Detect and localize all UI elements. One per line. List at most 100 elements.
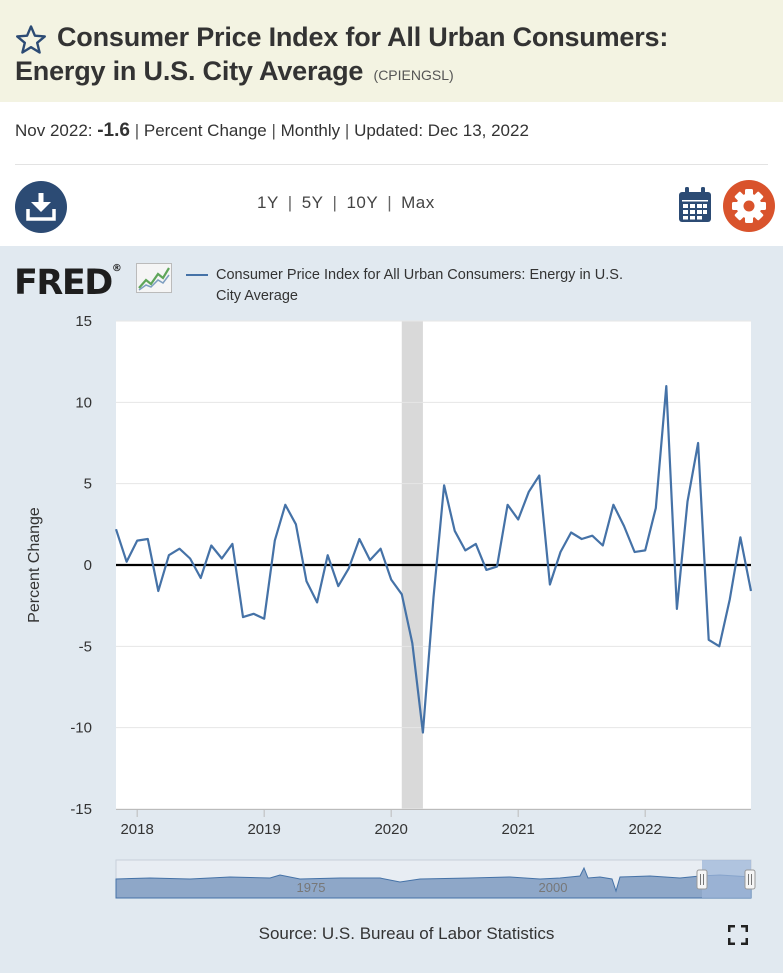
data-point[interactable] <box>220 557 224 561</box>
range-max-button[interactable]: Max <box>401 193 435 212</box>
x-tick-label: 2020 <box>374 821 407 838</box>
data-point[interactable] <box>643 548 647 552</box>
navigator-handle-right[interactable] <box>744 869 756 890</box>
data-point[interactable] <box>717 644 721 648</box>
range-10y-button[interactable]: 10Y <box>346 193 379 212</box>
data-point[interactable] <box>156 589 160 593</box>
data-point[interactable] <box>453 529 457 533</box>
range-separator: | <box>387 193 393 212</box>
range-separator: | <box>287 193 293 212</box>
data-point[interactable] <box>315 600 319 604</box>
data-point[interactable] <box>474 542 478 546</box>
data-point[interactable] <box>262 617 266 621</box>
download-button[interactable] <box>15 181 67 233</box>
title-bar <box>0 0 783 102</box>
data-point[interactable] <box>686 500 690 504</box>
range-1y-button[interactable]: 1Y <box>257 193 279 212</box>
data-point[interactable] <box>611 503 615 507</box>
data-point[interactable] <box>241 615 245 619</box>
data-point[interactable] <box>696 441 700 445</box>
data-point[interactable] <box>209 544 213 548</box>
y-tick-label: 15 <box>75 313 92 330</box>
data-point[interactable] <box>590 534 594 538</box>
fred-logo-mark: ® <box>111 263 122 274</box>
data-point[interactable] <box>273 539 277 543</box>
data-point[interactable] <box>463 548 467 552</box>
observation-date: Nov 2022: <box>15 121 93 140</box>
data-point[interactable] <box>484 568 488 572</box>
data-point[interactable] <box>442 483 446 487</box>
data-point[interactable] <box>326 553 330 557</box>
data-point[interactable] <box>633 550 637 554</box>
data-point[interactable] <box>252 612 256 616</box>
download-icon <box>26 193 56 221</box>
x-tick-label: 2021 <box>501 821 534 838</box>
data-point[interactable] <box>336 584 340 588</box>
data-point[interactable] <box>654 506 658 510</box>
data-point[interactable] <box>622 524 626 528</box>
data-point[interactable] <box>357 537 361 541</box>
updated-label: Updated: <box>354 121 424 140</box>
page-title-line-1: Consumer Price Index for All Urban Consu… <box>57 22 669 52</box>
data-point[interactable] <box>664 384 668 388</box>
data-point[interactable] <box>114 527 118 531</box>
range-separator: | <box>332 193 338 212</box>
gear-icon <box>732 189 766 223</box>
data-point[interactable] <box>675 607 679 611</box>
data-point[interactable] <box>738 535 742 539</box>
x-tick-label: 2019 <box>247 821 280 838</box>
data-point[interactable] <box>379 547 383 551</box>
range-5y-button[interactable]: 5Y <box>301 193 324 212</box>
y-tick-label: -5 <box>79 638 92 655</box>
data-point[interactable] <box>495 565 499 569</box>
data-point[interactable] <box>537 474 541 478</box>
data-point[interactable] <box>135 539 139 543</box>
data-point[interactable] <box>749 589 753 593</box>
data-point[interactable] <box>294 522 298 526</box>
data-point[interactable] <box>580 537 584 541</box>
data-point[interactable] <box>707 638 711 642</box>
data-point[interactable] <box>601 544 605 548</box>
navigator-handle-left[interactable] <box>696 869 708 890</box>
data-point[interactable] <box>421 731 425 735</box>
data-point[interactable] <box>559 550 563 554</box>
settings-button[interactable] <box>723 180 775 232</box>
star-icon[interactable] <box>15 24 47 56</box>
calendar-icon <box>679 187 711 222</box>
navigator-label: 1975 <box>297 880 326 895</box>
data-point[interactable] <box>432 596 436 600</box>
data-point[interactable] <box>125 560 129 564</box>
data-point[interactable] <box>188 557 192 561</box>
data-point[interactable] <box>305 579 309 583</box>
data-point[interactable] <box>548 583 552 587</box>
data-point[interactable] <box>283 503 287 507</box>
y-tick-label: -15 <box>70 801 92 818</box>
separator: | <box>271 121 276 140</box>
chart-area[interactable]: 15 10 5 0 -5 -10 -15 2018 2019 2020 2021 2022 Perce… <box>0 246 783 916</box>
data-point[interactable] <box>347 566 351 570</box>
data-point[interactable] <box>178 547 182 551</box>
data-point[interactable] <box>516 518 520 522</box>
data-point[interactable] <box>569 531 573 535</box>
data-point[interactable] <box>199 576 203 580</box>
data-point[interactable] <box>400 592 404 596</box>
data-point[interactable] <box>527 490 531 494</box>
data-point[interactable] <box>389 578 393 582</box>
range-navigator[interactable]: 1975 2000 <box>115 859 756 899</box>
data-point[interactable] <box>410 641 414 645</box>
data-point[interactable] <box>146 537 150 541</box>
fred-logo-graph-icon <box>136 263 172 293</box>
data-point[interactable] <box>368 558 372 562</box>
data-point[interactable] <box>167 553 171 557</box>
data-point[interactable] <box>728 597 732 601</box>
legend-label: Consumer Price Index for All Urban Consu… <box>216 267 623 304</box>
data-point[interactable] <box>230 542 234 546</box>
data-point[interactable] <box>506 503 510 507</box>
navigator-window[interactable] <box>702 860 751 898</box>
navigator-label: 2000 <box>539 880 568 895</box>
fullscreen-icon[interactable] <box>728 925 748 945</box>
series-line <box>114 385 753 734</box>
latest-value: -1.6 <box>97 120 130 141</box>
y-tick-label: -10 <box>70 720 92 737</box>
calendar-button[interactable] <box>677 186 713 224</box>
